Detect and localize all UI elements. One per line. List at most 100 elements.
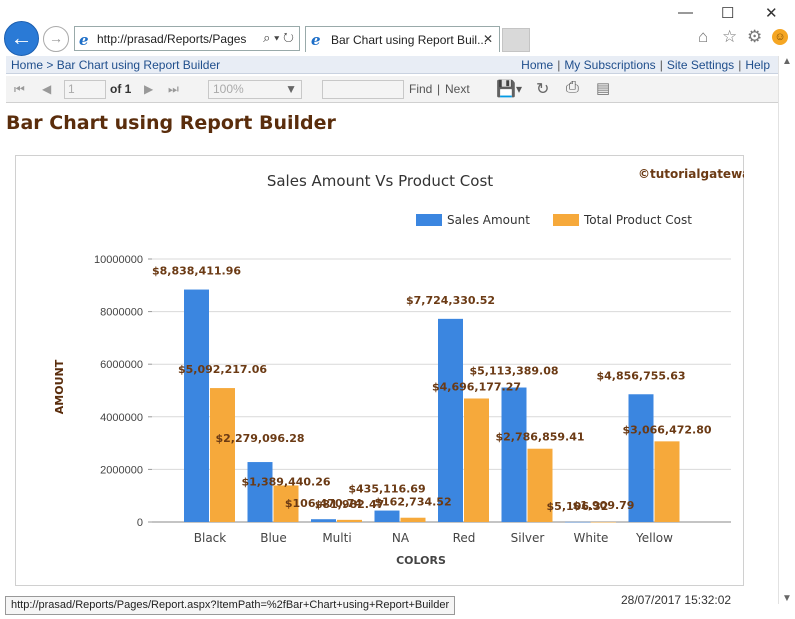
y-axis-title: AMOUNT xyxy=(53,359,66,414)
sales-amount-bar xyxy=(247,462,273,522)
data-label: $3,066,472.80 xyxy=(622,423,711,436)
vertical-scrollbar[interactable]: ▲ ▼ xyxy=(778,56,795,604)
legend-label-sales: Sales Amount xyxy=(447,213,530,227)
search-refresh-icon[interactable]: ⌕ ▾ ↻ xyxy=(263,30,294,45)
zoom-value: 100% xyxy=(213,82,244,96)
find-separator: | xyxy=(437,82,441,96)
data-label: $4,696,177.27 xyxy=(432,380,521,393)
y-tick-label: 4000000 xyxy=(100,412,143,424)
back-arrow-icon[interactable]: ← xyxy=(4,21,39,56)
report-timestamp: 28/07/2017 15:32:02 xyxy=(621,593,732,607)
x-axis: Black Blue Multi NA Red Silver White Yellow xyxy=(194,531,673,545)
y-tick-label: 10000000 xyxy=(94,254,143,266)
gear-icon[interactable]: ⚙ xyxy=(747,27,763,46)
find-input[interactable] xyxy=(322,80,404,99)
browser-tab[interactable]: e Bar Chart using Report Buil... ✕ xyxy=(305,26,500,52)
breadcrumb-home-link[interactable]: Home xyxy=(11,58,44,72)
chart-legend: Sales Amount Total Product Cost xyxy=(416,213,692,227)
report-toolbar: ⏮ ◀ 1 of 1 ▶ ⏭ 100% ▼ Find | Next 💾 ▾ ↻ ⎙… xyxy=(6,76,778,103)
y-tick-label: 0 xyxy=(137,517,143,529)
x-tick-label: Red xyxy=(453,531,476,545)
minimize-icon[interactable]: — xyxy=(678,4,693,21)
data-label: $8,838,411.96 xyxy=(152,265,241,278)
export-icon[interactable]: 💾 xyxy=(496,81,516,98)
refresh-icon[interactable]: ↻ xyxy=(536,81,550,98)
new-tab-button[interactable] xyxy=(502,28,530,52)
print-icon[interactable]: ⎙ xyxy=(566,79,579,96)
tab-title: Bar Chart using Report Buil... xyxy=(331,33,488,47)
data-label: $1,909.79 xyxy=(573,499,635,512)
home-icon[interactable]: ⌂ xyxy=(698,27,709,46)
x-tick-label: NA xyxy=(392,531,410,545)
status-bar-url: http://prasad/Reports/Pages/Report.aspx?… xyxy=(5,596,456,615)
home-link[interactable]: Home xyxy=(521,58,554,72)
browser-chrome: ← → e http://prasad/Reports/Pages ⌕ ▾ ↻ … xyxy=(0,0,795,56)
smiley-icon[interactable]: ☺ xyxy=(772,29,788,45)
sales-amount-bar xyxy=(628,394,654,522)
data-label: $162,734.52 xyxy=(374,496,451,509)
total-product-cost-bar xyxy=(464,398,489,522)
y-tick-label: 6000000 xyxy=(100,359,143,371)
data-label: $7,724,330.52 xyxy=(406,294,495,307)
maximize-icon[interactable]: ☐ xyxy=(721,5,735,22)
breadcrumb-separator: > xyxy=(46,58,54,72)
data-label: $106,470.74 xyxy=(285,497,363,510)
data-label: $5,092,217.06 xyxy=(178,363,267,376)
last-page-icon[interactable]: ⏭ xyxy=(168,82,179,96)
page-number-input[interactable]: 1 xyxy=(64,80,106,99)
previous-page-icon[interactable]: ◀ xyxy=(42,82,52,96)
sales-amount-bar xyxy=(501,387,527,522)
y-tick-label: 2000000 xyxy=(100,464,143,476)
data-label: $2,279,096.28 xyxy=(215,432,304,445)
star-icon[interactable]: ☆ xyxy=(722,27,738,46)
data-label: $435,116.69 xyxy=(348,483,425,496)
my-subscriptions-link[interactable]: My Subscriptions xyxy=(564,58,656,72)
ie-tab-icon: e xyxy=(311,31,321,49)
forward-arrow-icon[interactable]: → xyxy=(43,26,69,52)
top-links: Home | My Subscriptions | Site Settings | Help xyxy=(521,58,770,72)
help-link[interactable]: Help xyxy=(745,58,770,72)
data-label: $5,106.32 xyxy=(547,500,609,513)
y-tick-label: 8000000 xyxy=(100,307,143,319)
close-window-icon[interactable]: ✕ xyxy=(765,5,778,22)
sales-amount-bar xyxy=(438,318,463,522)
data-label: $4,856,755.63 xyxy=(596,369,685,382)
total-product-cost-bar xyxy=(400,517,426,522)
address-bar[interactable]: e http://prasad/Reports/Pages ⌕ ▾ ↻ xyxy=(74,26,300,51)
watermark: ©tutorialgateway.org xyxy=(638,167,744,181)
sales-amount-bar xyxy=(184,289,209,522)
site-settings-link[interactable]: Site Settings xyxy=(666,58,735,72)
data-label: $81,982.47 xyxy=(315,498,385,511)
legend-swatch-cost xyxy=(553,214,579,226)
zoom-select[interactable]: 100% ▼ xyxy=(208,80,302,99)
chevron-down-icon: ▼ xyxy=(285,82,297,96)
export-dropdown-icon[interactable]: ▾ xyxy=(516,82,523,96)
first-page-icon[interactable]: ⏮ xyxy=(14,82,25,96)
address-url[interactable]: http://prasad/Reports/Pages xyxy=(97,32,247,46)
x-tick-label: Yellow xyxy=(635,531,673,545)
x-tick-label: Multi xyxy=(322,531,351,545)
next-page-icon[interactable]: ▶ xyxy=(144,82,154,96)
total-product-cost-bar xyxy=(210,388,235,522)
data-label: $2,786,859.41 xyxy=(495,431,584,444)
sales-amount-bar xyxy=(374,510,400,522)
total-product-cost-bar xyxy=(273,485,299,522)
page-count: of 1 xyxy=(110,82,132,96)
scroll-up-icon[interactable]: ▲ xyxy=(782,56,792,67)
bars xyxy=(184,289,680,523)
scroll-down-icon[interactable]: ▼ xyxy=(782,593,792,604)
sales-amount-bar xyxy=(311,519,336,522)
report-title: Bar Chart using Report Builder xyxy=(6,112,336,134)
find-link[interactable]: Find xyxy=(409,82,433,96)
data-labels: $8,838,411.96 $5,092,217.06 $2,279,096.28 $… xyxy=(152,265,712,513)
x-tick-label: Black xyxy=(194,531,227,545)
data-label: $5,113,389.08 xyxy=(469,365,558,378)
total-product-cost-bar xyxy=(527,448,553,522)
data-feed-icon[interactable]: ▤ xyxy=(596,80,611,97)
breadcrumb-page-link[interactable]: Bar Chart using Report Builder xyxy=(56,58,221,72)
x-tick-label: White xyxy=(574,531,609,545)
next-link[interactable]: Next xyxy=(445,82,470,96)
total-product-cost-bar xyxy=(654,441,680,522)
ie-logo-icon: e xyxy=(79,31,89,49)
close-tab-icon[interactable]: ✕ xyxy=(482,32,493,46)
